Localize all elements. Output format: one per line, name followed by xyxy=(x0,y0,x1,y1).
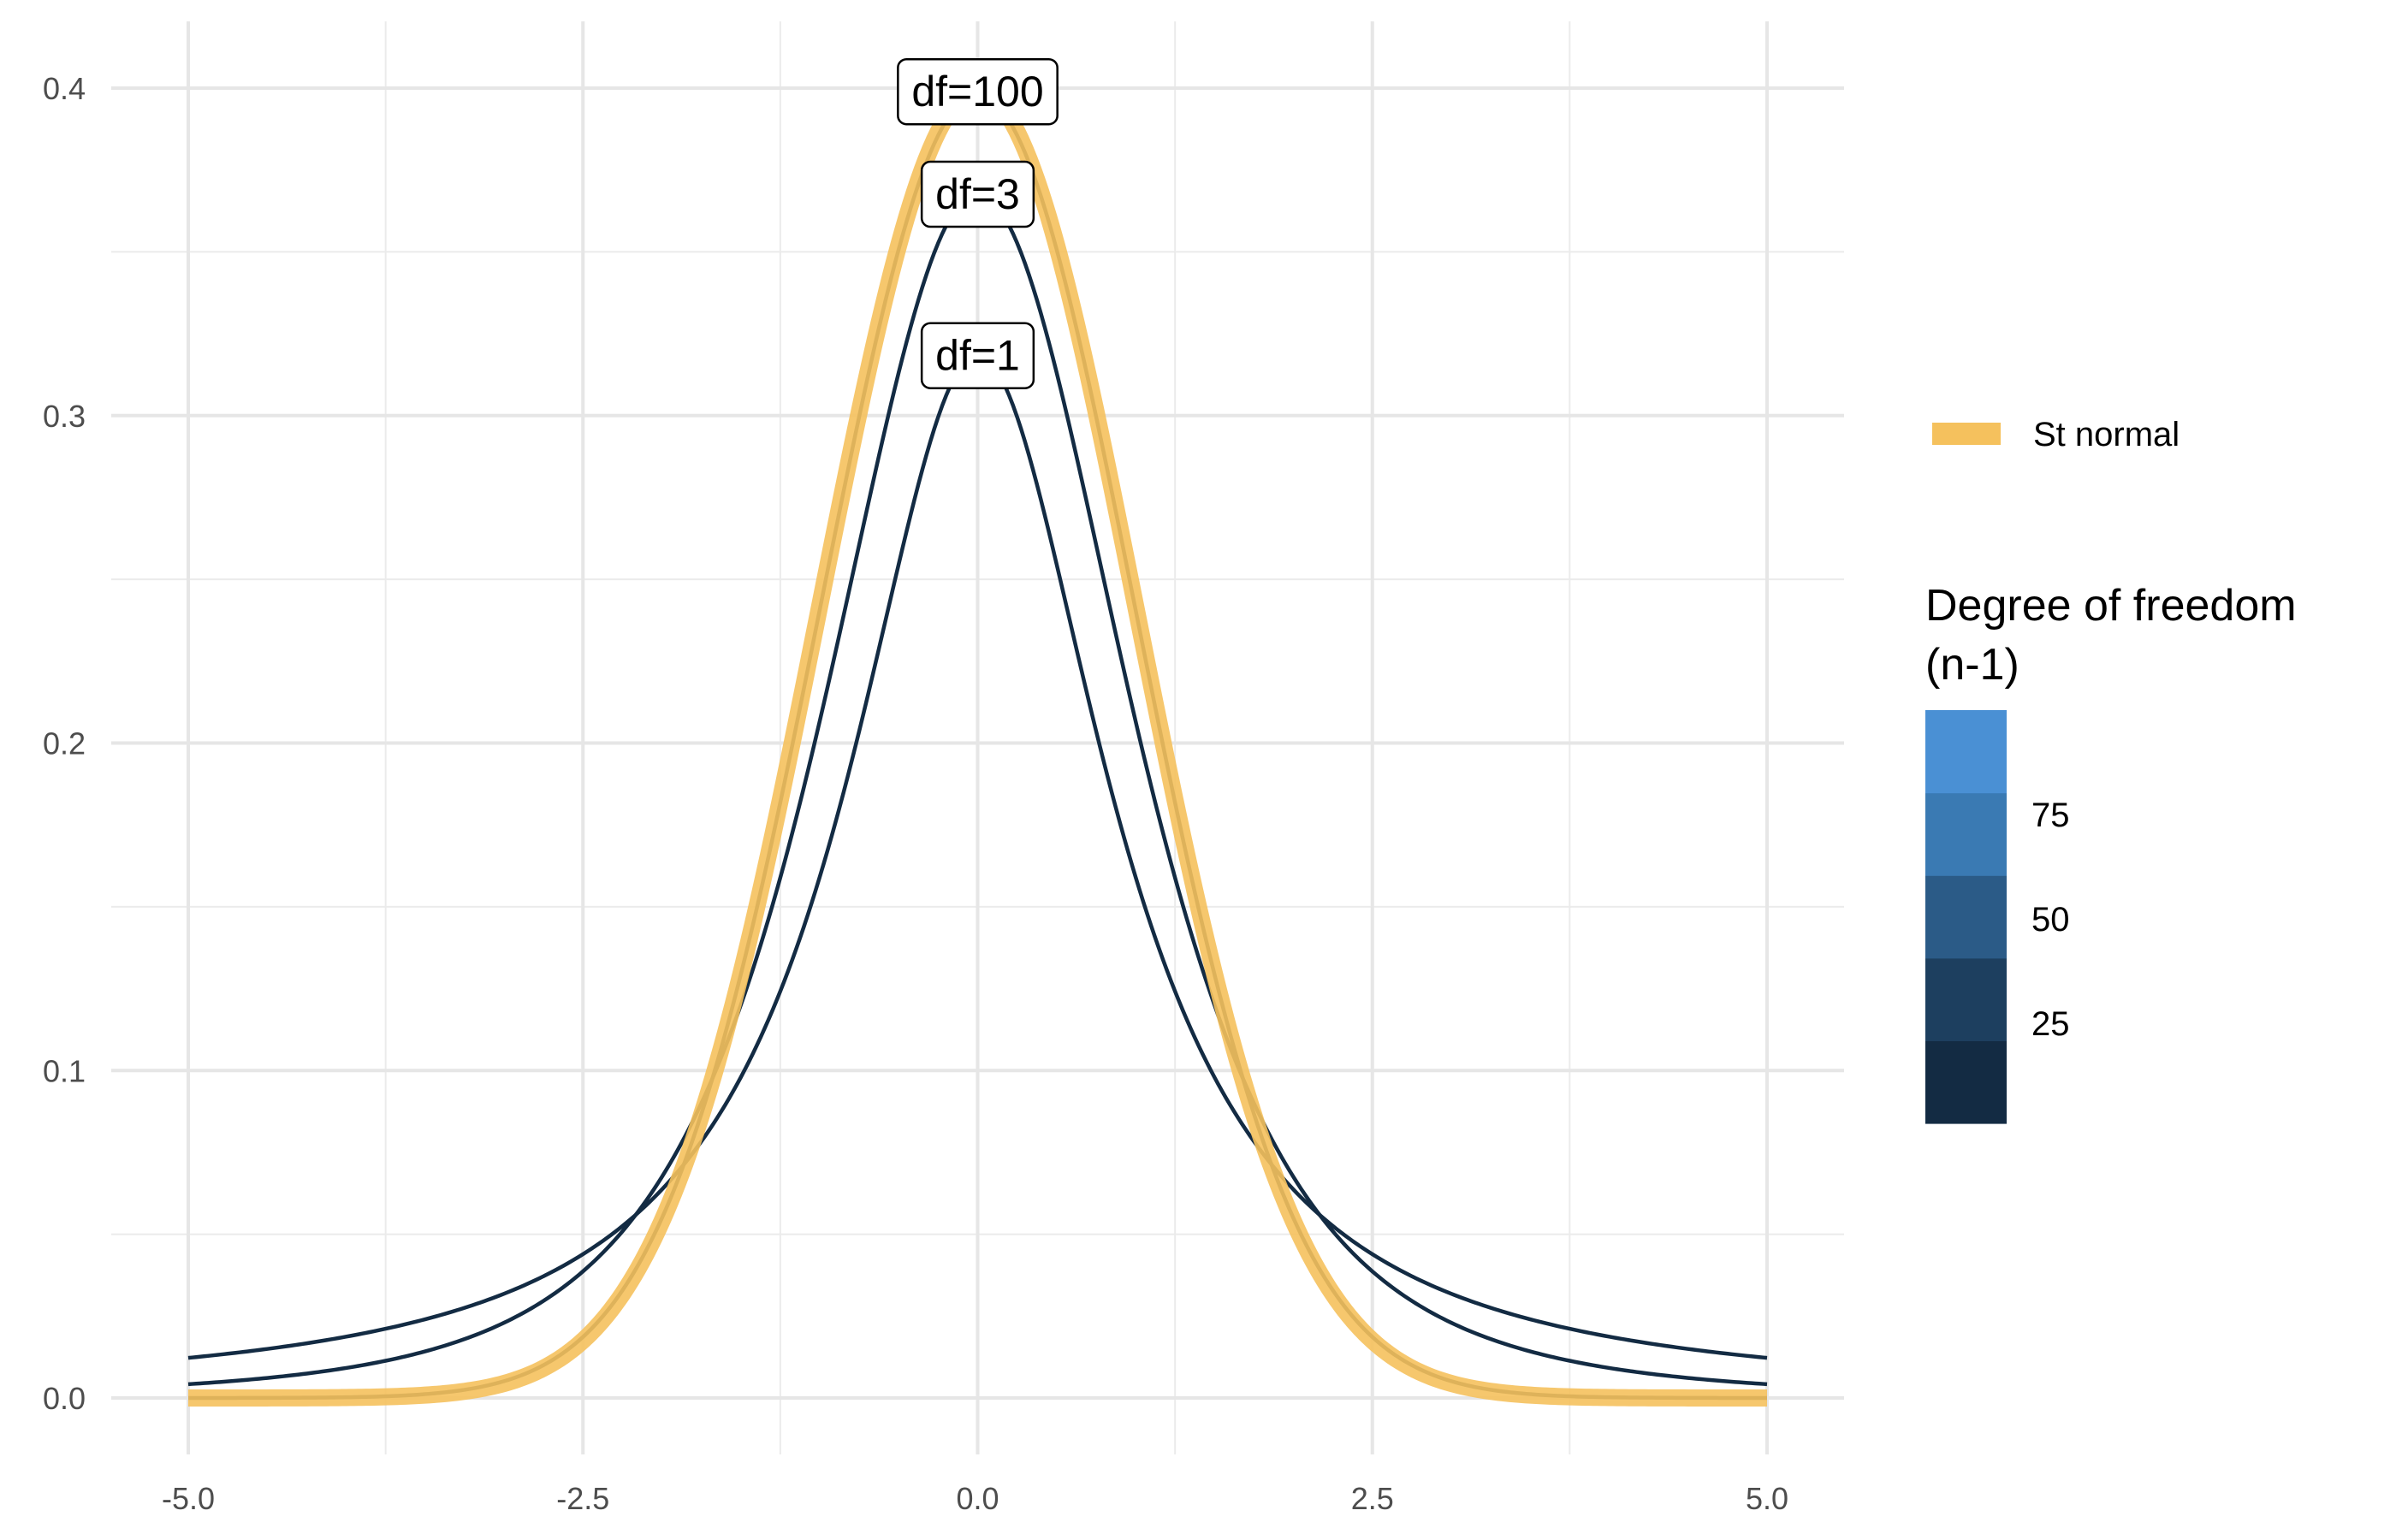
colorbar-block xyxy=(1925,957,2007,1041)
colorbar-blocks xyxy=(1925,710,2007,1124)
legend-line-label: St normal xyxy=(2033,416,2180,453)
y-axis-tick-labels: 0.0 0.1 0.2 0.3 0.4 xyxy=(43,71,86,1416)
curve-label-box xyxy=(920,160,1035,228)
y-tick-label: 0.4 xyxy=(43,71,86,106)
y-tick-label: 0.2 xyxy=(43,726,86,761)
curve-label: df=100 xyxy=(897,57,1059,126)
grid-major xyxy=(111,21,1844,1454)
legend-line-entry: St normal xyxy=(1932,416,2180,453)
colorbar-block xyxy=(1925,710,2007,794)
colorbar-label: 25 xyxy=(2031,1005,2070,1043)
curve-label: df=3 xyxy=(920,160,1035,228)
curve-labels: df=100 df=3 df=1 xyxy=(897,57,1059,389)
colorbar-legend: Degree of freedom (n-1) 25 50 75 xyxy=(1925,581,2297,1124)
colorbar-block xyxy=(1925,1040,2007,1124)
curve-label-text: df=1 xyxy=(935,332,1020,380)
y-tick-label: 0.1 xyxy=(43,1053,86,1088)
colorbar-block xyxy=(1925,875,2007,959)
curve-label-text: df=3 xyxy=(935,170,1020,218)
y-tick-label: 0.0 xyxy=(43,1381,86,1416)
colorbar-block xyxy=(1925,792,2007,876)
colorbar-labels: 25 50 75 xyxy=(2031,797,2070,1043)
colorbar-label: 75 xyxy=(2031,797,2070,834)
curve-label-box xyxy=(920,322,1035,389)
x-tick-label: -5.0 xyxy=(162,1481,215,1516)
curve-label-box xyxy=(897,57,1059,126)
x-tick-label: 0.0 xyxy=(956,1481,999,1516)
x-axis-tick-labels: -5.0 -2.5 0.0 2.5 5.0 xyxy=(162,1481,1788,1516)
x-tick-label: 2.5 xyxy=(1351,1481,1394,1516)
curve-label: df=1 xyxy=(920,322,1035,389)
legend: St normal Degree of freedom (n-1) 25 50 75 xyxy=(1925,416,2297,1124)
colorbar-title-line-1: Degree of freedom xyxy=(1925,581,2297,631)
x-tick-label: 5.0 xyxy=(1746,1481,1788,1516)
colorbar-title-line-2: (n-1) xyxy=(1925,640,2019,690)
colorbar-label: 50 xyxy=(2031,901,2070,939)
y-tick-label: 0.3 xyxy=(43,399,86,434)
curve-label-text: df=100 xyxy=(911,68,1043,116)
x-tick-label: -2.5 xyxy=(556,1481,609,1516)
